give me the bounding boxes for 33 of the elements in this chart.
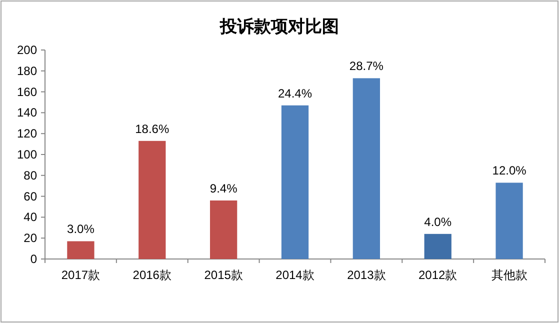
- bar: [210, 200, 238, 259]
- annotation: 4.0%: [424, 214, 452, 229]
- bar: [67, 241, 94, 259]
- annotation: 24.4%: [278, 86, 312, 100]
- y-tick-label: 200: [16, 43, 38, 57]
- bar: [352, 78, 380, 259]
- x-tick-label: 2013款: [347, 268, 386, 282]
- bar: [496, 182, 523, 259]
- bar: [138, 140, 166, 259]
- y-tick-label: 180: [16, 64, 38, 78]
- y-tick-label: 20: [24, 231, 38, 246]
- x-tick-label: 2012款: [418, 268, 458, 282]
- bar: [281, 105, 309, 259]
- y-tick-label: 0: [30, 252, 38, 266]
- x-tick-label: 2015款: [204, 268, 243, 282]
- annotation: 28.7%: [349, 59, 384, 74]
- chart-title: 投诉款项对比图: [219, 17, 339, 36]
- x-tick-label: 2014款: [276, 268, 314, 282]
- bar: [424, 234, 452, 259]
- annotation: 12.0%: [492, 164, 527, 178]
- y-tick-label: 40: [24, 210, 38, 224]
- y-tick-label: 120: [16, 126, 38, 141]
- y-tick-label: 160: [16, 84, 38, 99]
- x-tick-label: 其他款: [491, 268, 528, 282]
- annotation: 3.0%: [67, 222, 95, 236]
- x-tick-label: 2017款: [61, 268, 100, 282]
- annotation: 9.4%: [210, 181, 238, 196]
- y-tick-label: 100: [16, 148, 38, 162]
- annotation: 18.6%: [135, 122, 170, 136]
- y-tick-label: 140: [16, 106, 38, 120]
- y-tick-label: 60: [24, 189, 38, 204]
- y-tick-label: 80: [24, 168, 38, 182]
- x-tick-label: 2016款: [132, 268, 172, 282]
